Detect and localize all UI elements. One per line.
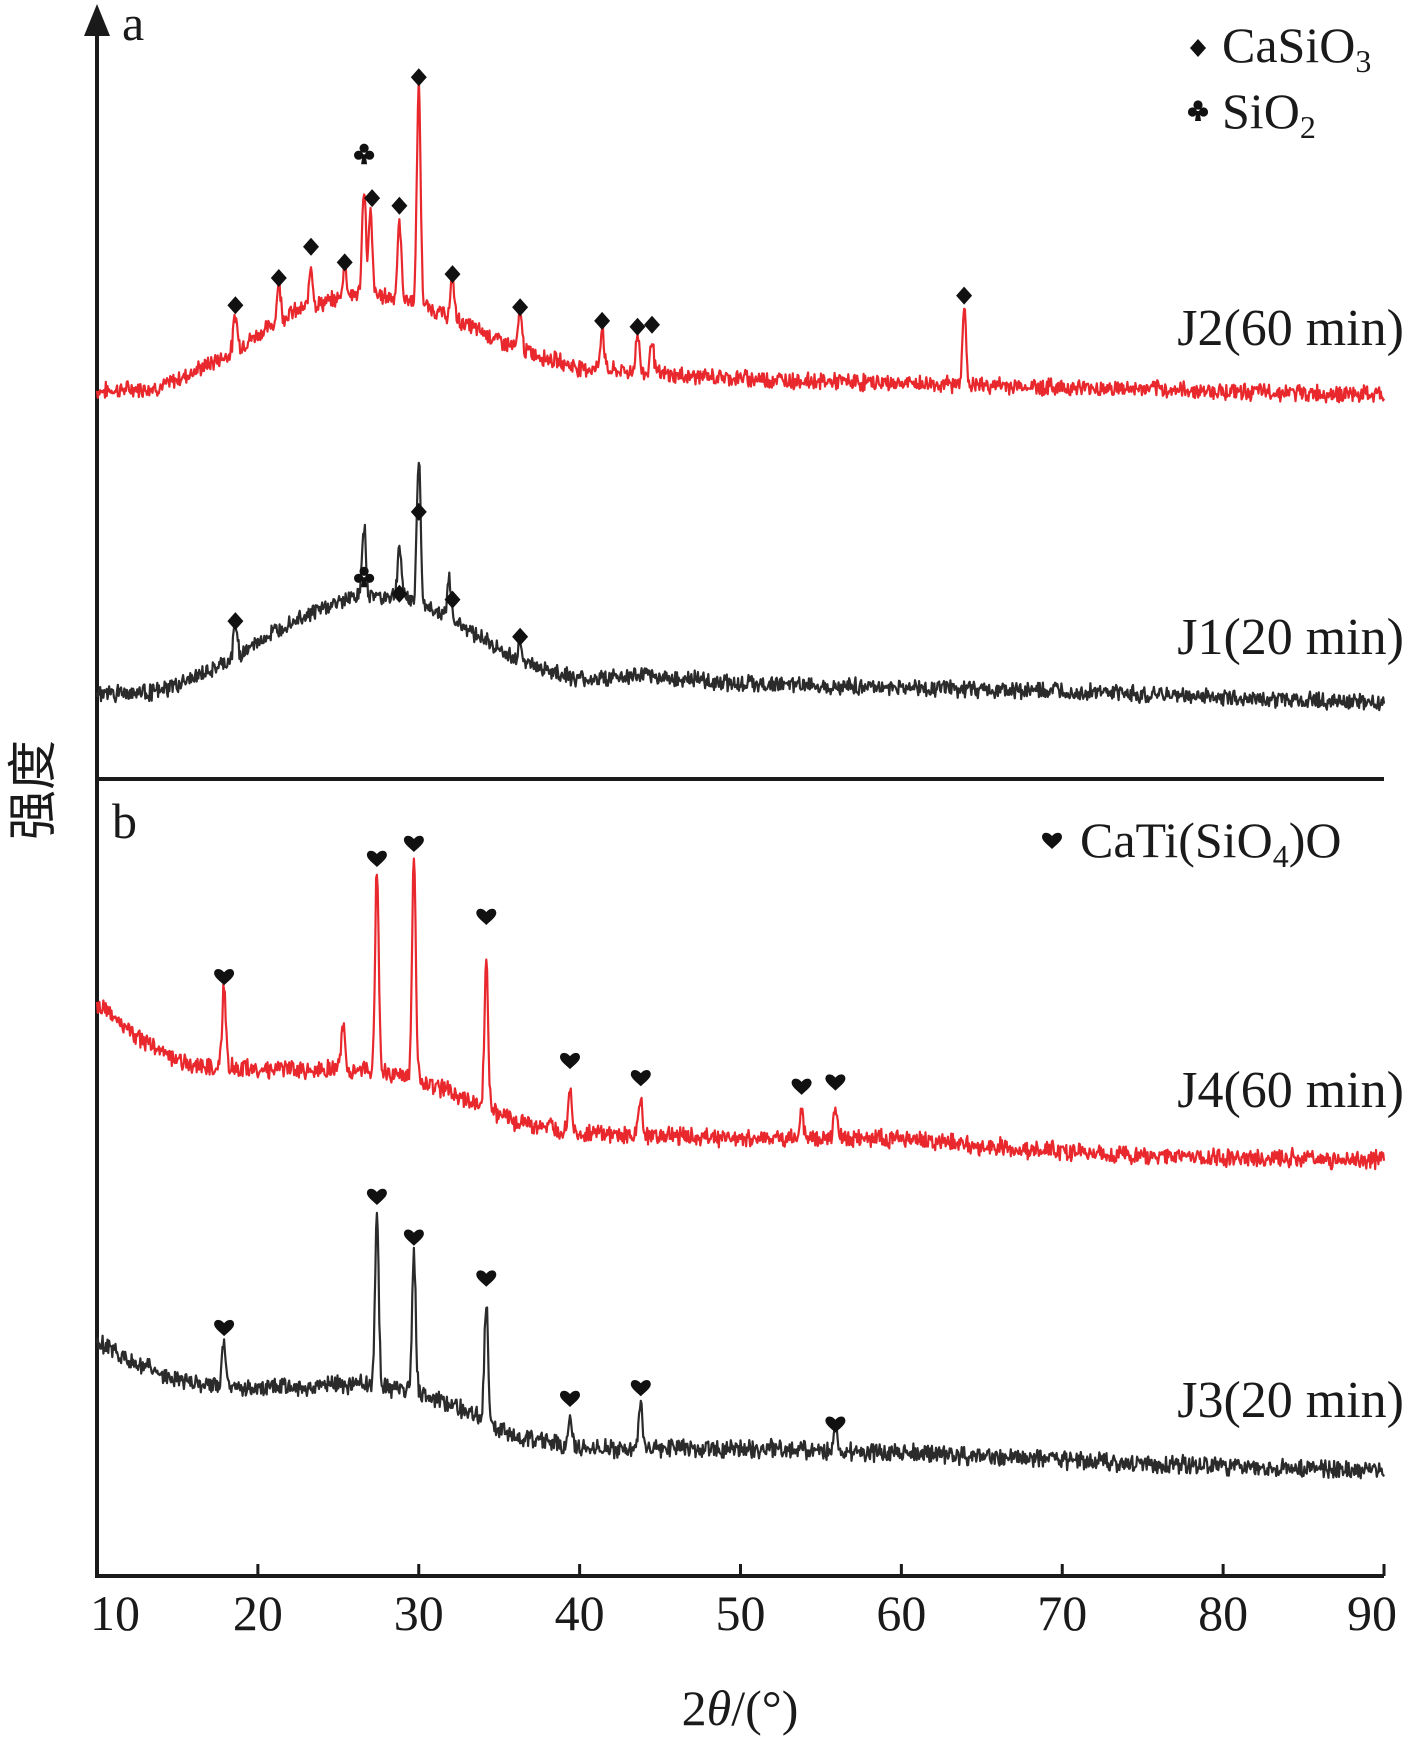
series-line-j2 <box>95 77 1386 404</box>
x-tick-labels: 10 20 30 40 50 60 70 80 90 <box>90 1585 1397 1641</box>
diamond-icon <box>391 196 408 215</box>
diamond-icon <box>444 265 461 284</box>
x-tick-label: 50 <box>716 1585 766 1641</box>
heart-icon <box>825 1074 846 1091</box>
diamond-icon <box>336 253 353 272</box>
legend-b: CaTi(SiO4)O <box>1042 812 1341 874</box>
diamond-icon <box>512 298 529 317</box>
axes <box>84 4 1384 1578</box>
legend-entry-casio3: CaSiO3 <box>1222 17 1371 79</box>
x-axis-title: 2θ/(°) <box>682 1680 799 1736</box>
club-icon <box>1187 100 1209 121</box>
diamond-icon <box>303 237 319 256</box>
series-label-j1: J1(20 min) <box>1177 609 1404 666</box>
heart-icon <box>403 835 424 852</box>
x-tick-label: 60 <box>876 1585 926 1641</box>
x-tick-label: 40 <box>555 1585 605 1641</box>
legend-entry-catisio4o: CaTi(SiO4)O <box>1080 812 1341 874</box>
x-tick-label: 80 <box>1198 1585 1248 1641</box>
panel-label-a: a <box>122 0 144 51</box>
diamond-icon <box>512 627 529 646</box>
diamond-icon <box>1190 39 1206 57</box>
diamond-icon <box>594 311 611 330</box>
diamond-icon <box>956 286 973 305</box>
diamond-icon <box>410 502 427 521</box>
y-axis-title: 强度 <box>5 740 61 840</box>
diamond-icon <box>410 68 427 87</box>
x-tick-label: 30 <box>394 1585 444 1641</box>
heart-icon <box>1042 832 1062 849</box>
legend-entry-sio2: SiO2 <box>1222 83 1316 145</box>
club-icon <box>354 143 375 165</box>
x-ticks <box>95 1564 1386 1576</box>
series-label-j3: J3(20 min) <box>1177 1372 1404 1429</box>
heart-icon <box>476 1270 497 1287</box>
series-line-j1 <box>95 461 1386 712</box>
legend-a: CaSiO3 SiO2 <box>1187 17 1371 145</box>
x-tick-label: 70 <box>1037 1585 1087 1641</box>
heart-icon <box>366 1188 387 1205</box>
heart-icon <box>560 1390 580 1407</box>
heart-icon <box>630 1380 651 1397</box>
plot-area <box>95 68 1386 1480</box>
series-label-j4: J4(60 min) <box>1177 1062 1404 1119</box>
heart-icon <box>214 1319 235 1337</box>
diamond-icon <box>227 612 244 631</box>
diamond-icon <box>629 317 646 336</box>
diamond-icon <box>644 315 660 334</box>
panel-label-b: b <box>112 793 137 849</box>
heart-icon <box>560 1052 580 1070</box>
x-tick-label: 10 <box>90 1585 140 1641</box>
heart-icon <box>403 1229 424 1246</box>
heart-icon <box>825 1416 846 1433</box>
series-line-j3 <box>95 1211 1385 1480</box>
x-tick-label: 90 <box>1347 1585 1397 1641</box>
series-line-j4 <box>95 857 1386 1171</box>
x-tick-label: 20 <box>233 1585 283 1641</box>
heart-icon <box>366 850 387 867</box>
y-axis-arrow-icon <box>84 4 110 36</box>
heart-icon <box>214 969 235 986</box>
heart-icon <box>791 1078 812 1095</box>
diamond-icon <box>270 269 287 287</box>
diamond-icon <box>227 296 244 315</box>
heart-icon <box>476 908 497 925</box>
heart-icon <box>630 1070 651 1087</box>
series-label-j2: J2(60 min) <box>1177 300 1404 357</box>
club-icon <box>354 566 375 588</box>
diamond-icon <box>364 189 381 208</box>
